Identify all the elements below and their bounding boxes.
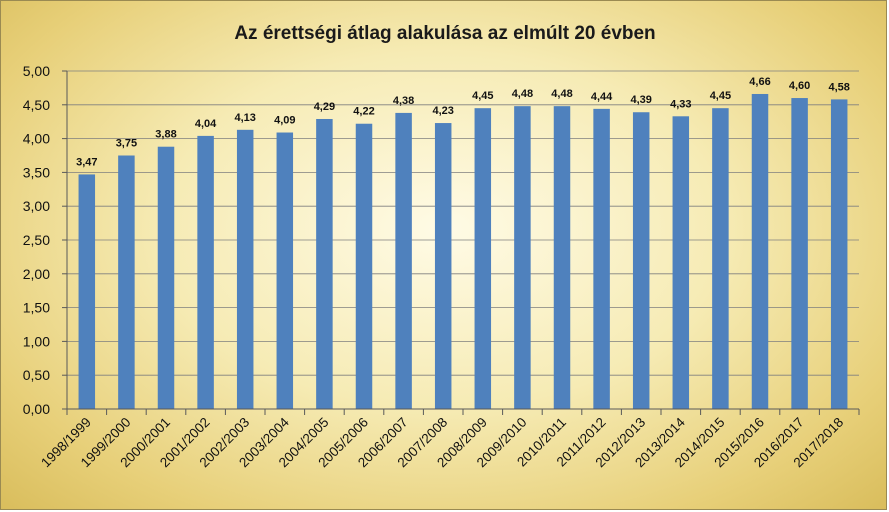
data-label: 4,39 bbox=[630, 94, 651, 106]
bar bbox=[78, 174, 96, 409]
data-label: 4,48 bbox=[551, 88, 572, 100]
bar bbox=[434, 123, 452, 409]
data-label: 3,88 bbox=[155, 129, 176, 141]
x-axis-ticks: 1998/19991999/20002000/20012001/20022002… bbox=[38, 414, 846, 470]
bar bbox=[830, 99, 848, 409]
bar bbox=[712, 108, 729, 410]
bar bbox=[751, 93, 769, 409]
y-tick-label: 3,00 bbox=[23, 198, 50, 214]
y-tick-label: 5,00 bbox=[23, 63, 50, 79]
y-tick-label: 3,50 bbox=[23, 164, 50, 180]
bar bbox=[514, 106, 531, 409]
y-tick-label: 2,00 bbox=[23, 266, 50, 282]
y-tick-label: 4,50 bbox=[23, 97, 50, 113]
bar bbox=[791, 98, 808, 409]
data-label: 4,22 bbox=[353, 106, 374, 118]
bar bbox=[157, 146, 175, 409]
bar bbox=[672, 116, 690, 410]
y-tick-label: 2,50 bbox=[23, 232, 50, 248]
bar bbox=[236, 129, 254, 409]
bar bbox=[118, 155, 135, 409]
data-label: 4,29 bbox=[314, 101, 335, 113]
data-label: 4,04 bbox=[195, 118, 217, 130]
data-label: 4,45 bbox=[710, 90, 731, 102]
data-label: 3,47 bbox=[76, 156, 97, 168]
data-label: 4,38 bbox=[393, 95, 414, 107]
bar bbox=[632, 112, 650, 410]
data-label: 4,13 bbox=[234, 112, 255, 124]
data-label: 4,48 bbox=[512, 88, 533, 100]
bar bbox=[316, 118, 333, 409]
bar bbox=[355, 123, 373, 409]
data-label: 4,66 bbox=[749, 76, 770, 88]
y-tick-label: 1,00 bbox=[23, 333, 50, 349]
data-label: 4,33 bbox=[670, 98, 691, 110]
bar bbox=[395, 112, 412, 410]
chart-title: Az érettségi átlag alakulása az elmúlt 2… bbox=[234, 23, 655, 44]
bars bbox=[78, 93, 848, 410]
data-label: 4,23 bbox=[432, 105, 453, 117]
bar bbox=[276, 132, 294, 410]
data-label: 4,09 bbox=[274, 115, 295, 127]
bar bbox=[197, 135, 214, 409]
data-label: 4,44 bbox=[591, 91, 613, 103]
bar bbox=[593, 108, 610, 409]
y-tick-label: 0,00 bbox=[23, 401, 50, 417]
y-tick-label: 0,50 bbox=[23, 367, 50, 383]
gridlines bbox=[67, 70, 859, 410]
data-label: 4,60 bbox=[789, 80, 810, 92]
data-label: 4,58 bbox=[828, 81, 849, 93]
bar bbox=[474, 108, 492, 410]
data-labels: 3,47 3,75 3,88 4,04 4,13 4,09 4,29 4,22 4,38 4,23… bbox=[76, 76, 850, 168]
bar bbox=[553, 106, 571, 409]
data-label: 4,45 bbox=[472, 90, 493, 102]
data-label: 3,75 bbox=[116, 138, 137, 150]
y-tick-label: 4,00 bbox=[23, 131, 50, 147]
y-axis-ticks: 0,00 0,50 1,00 1,50 2,00 2,50 3,00 3,50 4,00 4,50… bbox=[23, 63, 50, 417]
y-tick-label: 1,50 bbox=[23, 300, 50, 316]
axes bbox=[62, 70, 860, 415]
